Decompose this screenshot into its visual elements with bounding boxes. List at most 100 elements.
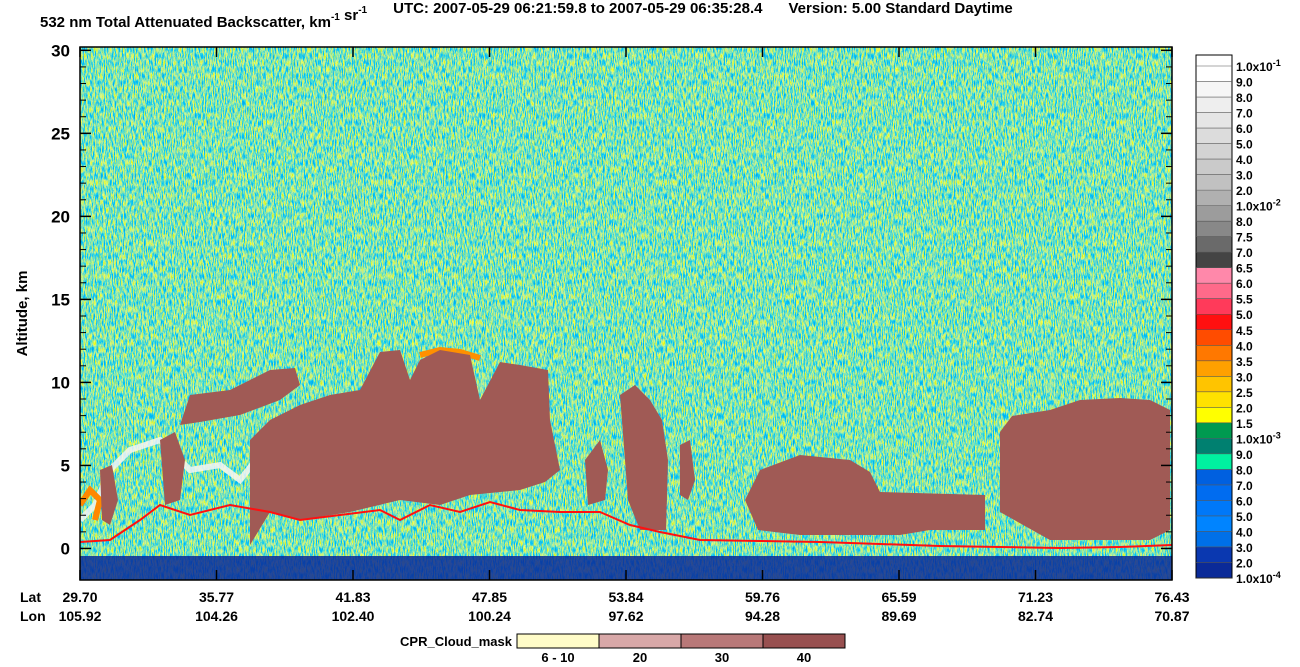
x-tick-label: 104.26 — [195, 608, 238, 624]
colorbar-label-text: 7.0 — [1236, 107, 1253, 121]
colorbar-label-text: 2.0 — [1236, 401, 1253, 415]
colorbar-cell — [1196, 190, 1232, 206]
colorbar-label: 4.0 — [1236, 153, 1253, 167]
colorbar-cell — [1196, 407, 1232, 423]
colorbar-label: 1.0x10-1 — [1236, 58, 1281, 74]
aerosol-layer — [80, 485, 104, 521]
colorbar-cell — [1196, 55, 1232, 82]
colorbar-label-text: 7.0 — [1236, 479, 1253, 493]
x-tick-label: 97.62 — [608, 608, 643, 624]
colorbar-cell — [1196, 81, 1232, 98]
colorbar-cell — [1196, 329, 1232, 346]
surface-return — [80, 500, 1172, 550]
colorbar-label-exponent: -1 — [1273, 58, 1281, 68]
colorbar-label: 2.0 — [1236, 184, 1253, 198]
colorbar-label: 8.0 — [1236, 463, 1253, 477]
colorbar-label: 8.0 — [1236, 215, 1253, 229]
colorbar-cell — [1196, 252, 1232, 268]
x-tick-label: 82.74 — [1018, 608, 1053, 624]
colorbar-cell — [1196, 500, 1232, 516]
colorbar-label: 7.0 — [1236, 246, 1253, 260]
colorbar-cell — [1196, 143, 1232, 160]
colorbar-label: 3.0 — [1236, 541, 1253, 555]
x-tick-label: 71.23 — [1018, 589, 1053, 605]
x-tick-label: 76.43 — [1154, 589, 1189, 605]
cloud — [1000, 398, 1170, 540]
colorbar-label: 1.0x10-2 — [1236, 198, 1281, 214]
colorbar-cell — [1196, 236, 1232, 253]
cloud-legend-title: CPR_Cloud_mask — [400, 634, 513, 649]
title-superscript: -1 — [331, 12, 340, 23]
colorbar-cell — [1196, 128, 1232, 144]
colorbar-cell — [1196, 159, 1232, 175]
colorbar-label-text: 5.5 — [1236, 293, 1253, 307]
x-tick-label: 35.77 — [199, 589, 234, 605]
plot-area — [80, 47, 1172, 580]
title-text: sr — [340, 7, 359, 24]
colorbar-label-text: 3.0 — [1236, 169, 1253, 183]
cloud-legend-label: 30 — [715, 650, 729, 665]
cloud — [585, 440, 608, 505]
title-version: Version: 5.00 Standard Daytime — [789, 0, 1013, 17]
colorbar-label-text: 7.0 — [1236, 246, 1253, 260]
cloud-legend-swatch — [598, 633, 682, 649]
colorbar-label: 8.0 — [1236, 91, 1253, 105]
cloud-mask — [100, 350, 1170, 545]
colorbar-label-text: 6.0 — [1236, 494, 1253, 508]
colorbar-label: 3.5 — [1236, 355, 1253, 369]
colorbar-label-text: 5.0 — [1236, 510, 1253, 524]
colorbar-cell — [1196, 298, 1232, 315]
cloud-legend-label: 40 — [797, 650, 811, 665]
colorbar-label: 2.5 — [1236, 386, 1253, 400]
colorbar-label-text: 6.5 — [1236, 262, 1253, 276]
colorbar-cell — [1196, 345, 1232, 361]
colorbar-cell — [1196, 174, 1232, 191]
title-text: 532 nm Total Attenuated Backscatter, km — [40, 14, 331, 31]
colorbar-label: 1.0x10-3 — [1236, 430, 1281, 446]
colorbar-label-text: 2.0 — [1236, 184, 1253, 198]
colorbar-cell — [1196, 531, 1232, 547]
colorbar-cell — [1196, 453, 1232, 470]
cloud — [680, 440, 695, 500]
colorbar-label: 5.5 — [1236, 293, 1253, 307]
colorbar-label: 2.0 — [1236, 556, 1253, 570]
colorbar-cell — [1196, 314, 1232, 330]
colorbar-label-text: 1.0x10 — [1236, 572, 1273, 586]
colorbar-label: 4.0 — [1236, 339, 1253, 353]
cloud-legend-swatch — [762, 633, 846, 649]
colorbar-label: 7.5 — [1236, 231, 1253, 245]
colorbar-cell — [1196, 391, 1232, 408]
x-tick-label: 29.70 — [62, 589, 97, 605]
cloud — [620, 385, 668, 530]
cloud — [745, 455, 985, 535]
colorbar-cell — [1196, 360, 1232, 377]
colorbar-label-text: 8.0 — [1236, 91, 1253, 105]
cloud — [180, 368, 300, 425]
cloud-legend-swatch — [516, 633, 600, 649]
cloud — [160, 432, 185, 505]
y-tick-label: 10 — [51, 373, 70, 392]
colorbar-label-text: 2.5 — [1236, 386, 1253, 400]
cloud-legend-label: 20 — [633, 650, 647, 665]
colorbar-label-text: 6.0 — [1236, 122, 1253, 136]
colorbar-label: 5.0 — [1236, 308, 1253, 322]
y-axis-label: Altitude, km — [14, 271, 31, 357]
colorbar-label: 5.0 — [1236, 510, 1253, 524]
colorbar-cell — [1196, 267, 1232, 284]
colorbar-label: 2.0 — [1236, 401, 1253, 415]
y-tick-label: 0 — [61, 539, 70, 558]
x-tick-label: 65.59 — [881, 589, 916, 605]
colorbar-label-text: 3.0 — [1236, 541, 1253, 555]
x-tick-label: 105.92 — [59, 608, 102, 624]
colorbar-cell — [1196, 283, 1232, 299]
colorbar-cell — [1196, 469, 1232, 485]
colorbar-label-exponent: -3 — [1273, 430, 1281, 440]
colorbar-label: 6.0 — [1236, 494, 1253, 508]
x-tick-label: 102.40 — [332, 608, 375, 624]
colorbar-label: 6.0 — [1236, 122, 1253, 136]
cloud-legend-swatch — [680, 633, 764, 649]
x-tick-label: 94.28 — [745, 608, 780, 624]
chart-title: 532 nm Total Attenuated Backscatter, km-… — [40, 0, 1013, 31]
colorbar-label-text: 8.0 — [1236, 215, 1253, 229]
